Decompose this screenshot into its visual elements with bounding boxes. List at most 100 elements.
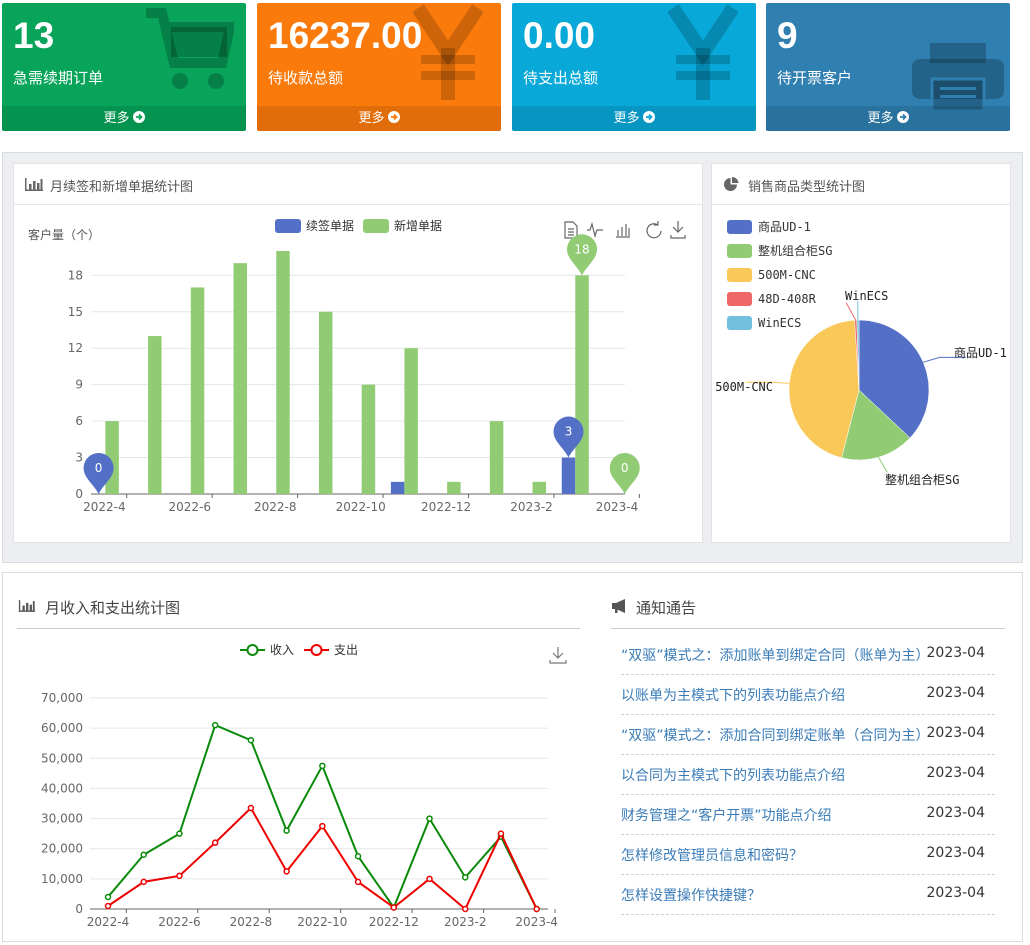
y-tick-label: 18 bbox=[68, 268, 83, 282]
notice-link[interactable]: 以合同为主模式下的列表功能点介绍 bbox=[621, 768, 845, 784]
notice-item[interactable]: “双驱”模式之：添加合同到绑定账单（合同为主） 2023-04 bbox=[621, 714, 995, 755]
data-point bbox=[319, 822, 326, 830]
bar bbox=[489, 421, 504, 494]
legend-label: 支出 bbox=[334, 643, 358, 657]
data-point bbox=[461, 905, 469, 913]
notice-link[interactable]: 怎样设置操作快捷键？ bbox=[621, 888, 761, 904]
slice-label: WinECS bbox=[845, 289, 888, 303]
legend-label: 新增单据 bbox=[394, 218, 442, 233]
data-point bbox=[140, 851, 147, 858]
slice-label: 商品UD-1 bbox=[954, 345, 1007, 360]
legend-swatch bbox=[727, 292, 752, 306]
notice-date: 2023-04 bbox=[926, 725, 986, 741]
notice-date: 2023-04 bbox=[926, 645, 986, 661]
notice-item[interactable]: 以账单为主模式下的列表功能点介绍 2023-04 bbox=[621, 674, 995, 715]
x-tick-label: 2022-4 bbox=[87, 915, 130, 929]
data-point bbox=[176, 830, 183, 837]
mark-pin-label: 3 bbox=[565, 425, 573, 439]
stat-more-link[interactable]: 更多 bbox=[2, 106, 246, 131]
legend-label: 48D-408R bbox=[758, 292, 817, 306]
notice-header: 通知通告 bbox=[611, 588, 1005, 629]
refresh-icon bbox=[646, 221, 662, 239]
printer-icon bbox=[908, 23, 1008, 117]
notice-item[interactable]: 怎样修改管理员信息和密码？ 2023-04 bbox=[621, 834, 995, 875]
stat-more-link[interactable]: 更多 bbox=[512, 106, 756, 131]
leader-line bbox=[845, 302, 857, 321]
bar bbox=[532, 481, 547, 494]
legend-label: 续签单据 bbox=[306, 218, 354, 233]
x-tick-label: 2022-12 bbox=[421, 500, 471, 514]
more-label: 更多 bbox=[613, 111, 640, 126]
x-tick-label: 2022-4 bbox=[83, 500, 126, 514]
mark-pin-label: 0 bbox=[621, 461, 629, 475]
slice-label: 500M-CNC bbox=[715, 380, 773, 394]
y-tick-label: 10,000 bbox=[41, 872, 83, 886]
legend-swatch bbox=[275, 219, 301, 233]
y-tick-label: 0 bbox=[75, 487, 83, 501]
x-tick-label: 2022-8 bbox=[254, 500, 297, 514]
notice-link[interactable]: “双驱”模式之：添加合同到绑定账单（合同为主） bbox=[621, 728, 930, 744]
notice-link[interactable]: 以账单为主模式下的列表功能点介绍 bbox=[621, 688, 845, 704]
cart-icon bbox=[144, 5, 237, 99]
bar bbox=[390, 481, 405, 494]
bar bbox=[447, 481, 461, 494]
notice-item[interactable]: 财务管理之“客户开票”功能点介绍 2023-04 bbox=[621, 794, 995, 835]
notice-date: 2023-04 bbox=[926, 685, 986, 701]
stat-value: 0.00 bbox=[523, 15, 596, 56]
y-tick-label: 70,000 bbox=[41, 691, 83, 705]
bar bbox=[361, 384, 376, 494]
y-tick-label: 20,000 bbox=[41, 842, 83, 856]
stat-value: 9 bbox=[777, 15, 798, 56]
legend-swatch bbox=[727, 244, 752, 258]
notice-link[interactable]: 怎样修改管理员信息和密码？ bbox=[621, 848, 803, 864]
legend-swatch bbox=[727, 316, 752, 330]
download-icon bbox=[549, 647, 567, 664]
pie-chart-title: 销售商品类型统计图 bbox=[748, 180, 866, 195]
x-tick-label: 2022-12 bbox=[369, 915, 419, 929]
bar bbox=[148, 336, 162, 494]
stat-card: 13 急需续期订单 更多 bbox=[2, 3, 246, 131]
legend: 续签单据 新增单据 bbox=[275, 218, 442, 233]
arrow-circle-right-icon bbox=[896, 111, 909, 123]
x-tick-label: 2023-4 bbox=[596, 500, 639, 514]
notice-link[interactable]: 财务管理之“客户开票”功能点介绍 bbox=[621, 808, 832, 824]
legend-label: 收入 bbox=[270, 643, 294, 657]
bar bbox=[561, 457, 576, 494]
series-line bbox=[107, 723, 538, 910]
legend-swatch bbox=[363, 219, 389, 233]
data-point bbox=[247, 736, 255, 744]
notice-item[interactable]: “双驱”模式之：添加账单到绑定合同（账单为主） 2023-04 bbox=[621, 634, 995, 675]
megaphone-icon bbox=[612, 599, 625, 613]
notice-item[interactable]: 怎样设置操作快捷键？ 2023-04 bbox=[621, 874, 995, 915]
data-point bbox=[211, 839, 219, 846]
slice-label: 整机组合柜SG bbox=[885, 472, 959, 487]
stat-card: 0.00 待支出总额 更多 bbox=[512, 3, 756, 131]
bar-chart-icon bbox=[25, 178, 43, 191]
bottom-area bbox=[2, 572, 1023, 942]
legend-item: 收入 bbox=[240, 643, 294, 657]
data-point bbox=[104, 893, 112, 901]
data-point bbox=[176, 872, 183, 880]
bar bbox=[190, 287, 205, 494]
data-point bbox=[461, 874, 469, 881]
y-tick-label: 6 bbox=[75, 414, 83, 428]
stat-more-link[interactable]: 更多 bbox=[766, 106, 1010, 131]
notice-link[interactable]: “双驱”模式之：添加账单到绑定合同（账单为主） bbox=[621, 648, 930, 664]
pie-chart-header: 销售商品类型统计图 bbox=[712, 164, 1010, 205]
mark-pin-shape bbox=[609, 453, 640, 494]
arrow-circle-right-icon bbox=[642, 111, 655, 123]
x-tick-label: 2022-10 bbox=[297, 915, 347, 929]
y-axis-label: 客户量（个） bbox=[28, 227, 100, 242]
bar-chart-title: 月续签和新增单据统计图 bbox=[50, 180, 194, 195]
bar bbox=[575, 275, 589, 494]
pie-slice bbox=[841, 389, 911, 461]
stat-more-link[interactable]: 更多 bbox=[257, 106, 501, 131]
mark-pin: 0 bbox=[83, 453, 114, 494]
download-icon bbox=[670, 221, 686, 239]
notice-title: 通知通告 bbox=[636, 599, 697, 617]
data-point bbox=[533, 905, 540, 913]
data-point bbox=[104, 902, 112, 910]
data-point bbox=[426, 875, 433, 883]
line-chart: 收入 支出 0 10,000 20,000 30,000 40,000 50,000 60,00… bbox=[41, 643, 567, 929]
notice-item[interactable]: 以合同为主模式下的列表功能点介绍 2023-04 bbox=[621, 754, 995, 795]
